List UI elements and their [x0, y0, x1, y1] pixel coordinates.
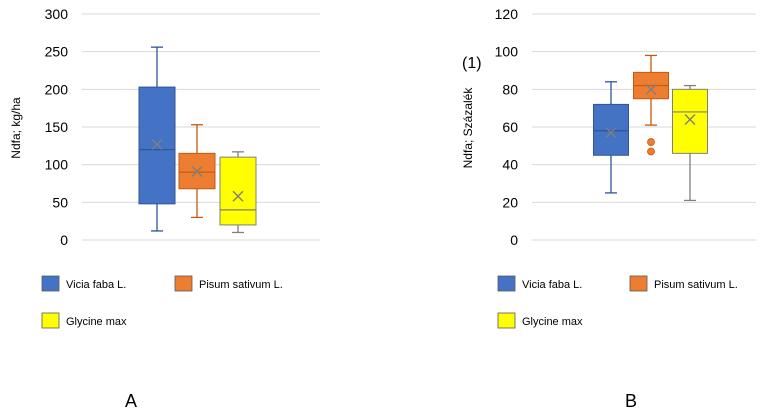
boxplots: [138, 46, 257, 234]
outlier-point: [647, 138, 655, 146]
legend-label: Glycine max: [522, 316, 583, 328]
y-tick-label: 80: [502, 81, 518, 97]
mean-marker: [605, 127, 617, 139]
grid-lines: [82, 13, 320, 241]
legend-item: Vicia faba L.: [41, 275, 126, 292]
legend-item: Glycine max: [497, 312, 583, 329]
y-tick-label: 60: [502, 119, 518, 135]
legend-item: Glycine max: [41, 312, 127, 329]
legend-swatch: [629, 275, 648, 292]
legend-swatch: [174, 275, 193, 292]
legend-label: Vicia faba L.: [522, 279, 582, 291]
y-tick-label: 0: [510, 232, 518, 248]
y-tick-label: 100: [495, 44, 519, 60]
mean-marker: [191, 165, 203, 177]
y-tick-label: 250: [45, 44, 69, 60]
legend-label: Pisum sativum L.: [199, 279, 283, 291]
legend-label: Glycine max: [66, 316, 127, 328]
boxplot-glycine-max: [672, 84, 708, 202]
y-tick-label: 40: [502, 157, 518, 173]
y-tick-labels: 0 20 40 60 80 100 120: [495, 6, 519, 248]
legend: Vicia faba L. Pisum sativum L. Glycine max: [41, 275, 283, 329]
y-tick-label: 0: [60, 232, 68, 248]
boxplot-vicia-faba-l: [593, 81, 629, 194]
iqr-box: [593, 103, 629, 156]
iqr-box: [219, 156, 257, 226]
y-tick-label: 300: [45, 6, 69, 22]
grid-lines: [532, 13, 756, 241]
boxplot-vicia-faba-l: [138, 46, 176, 232]
y-axis-label: Ndfa; Százalék: [461, 87, 475, 169]
boxplot-glycine-max: [219, 151, 257, 234]
mean-marker: [151, 138, 163, 150]
mean-marker: [645, 83, 657, 95]
y-tick-label: 100: [45, 157, 69, 173]
legend-label: Pisum sativum L.: [654, 279, 738, 291]
panel-label: A: [125, 391, 137, 411]
iqr-box: [672, 88, 708, 154]
legend-label: Vicia faba L.: [66, 279, 126, 291]
legend-item: Pisum sativum L.: [629, 275, 738, 292]
y-tick-label: 50: [52, 194, 68, 210]
y-tick-label: 120: [495, 6, 519, 22]
boxplot-pisum-sativum-l: [178, 124, 216, 219]
iqr-box: [138, 86, 176, 205]
boxplot-pisum-sativum-l: [633, 54, 669, 156]
boxplots: [593, 54, 708, 202]
legend-item: Pisum sativum L.: [174, 275, 283, 292]
annotation-label: (1): [462, 55, 482, 72]
mean-marker: [684, 113, 696, 125]
y-tick-label: 200: [45, 81, 69, 97]
legend-swatch: [497, 312, 516, 329]
chart-panel-b: 0 20 40 60 80 100 120 Ndfa; Százalék (1) Vicia…: [461, 6, 756, 411]
y-tick-labels: 0 50 100 150 200 250 300: [45, 6, 69, 248]
chart-panel-a: 0 50 100 150 200 250 300 Ndfa; kg/ha Vicia fab…: [9, 6, 320, 411]
legend-swatch: [41, 275, 60, 292]
y-axis-label: Ndfa; kg/ha: [9, 97, 23, 159]
legend-swatch: [497, 275, 516, 292]
legend-item: Vicia faba L.: [497, 275, 582, 292]
legend-swatch: [41, 312, 60, 329]
y-tick-label: 20: [502, 194, 518, 210]
y-tick-label: 150: [45, 119, 69, 135]
panel-label: B: [625, 391, 637, 411]
legend: Vicia faba L. Pisum sativum L. Glycine max: [497, 275, 738, 329]
outlier-point: [647, 147, 655, 156]
mean-marker: [232, 190, 244, 202]
